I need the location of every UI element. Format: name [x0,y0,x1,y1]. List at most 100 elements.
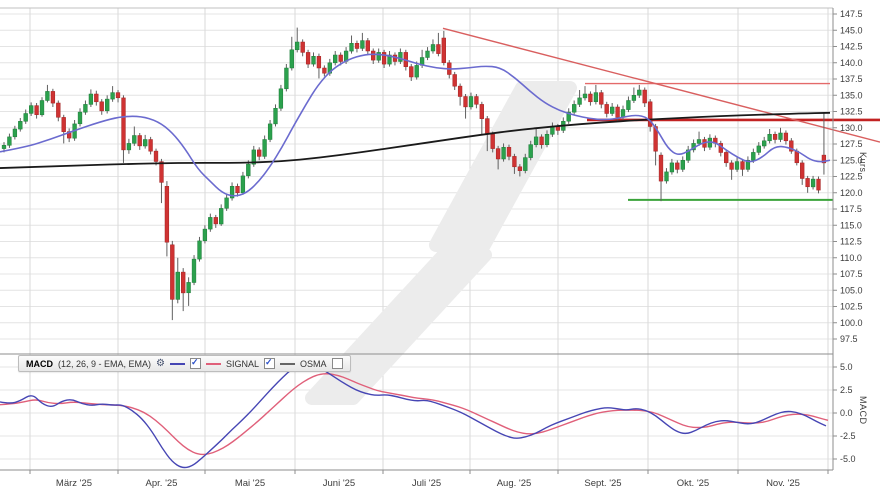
candle-up [778,132,783,140]
price-tick-label: 140.0 [840,58,863,68]
candle-down [642,89,647,104]
candle-up [39,100,45,116]
price-tick-label: 117.5 [840,204,862,214]
candle-up [29,105,34,114]
candle-down [517,166,523,171]
candle-up [528,144,533,158]
candle-up [23,113,28,122]
candle-up [550,126,555,135]
legend-label-osma: OSMA [300,358,327,369]
candle-up [202,228,208,242]
macd-axis-title: MACD [858,396,868,425]
candle-up [544,134,550,145]
candle-down [436,44,441,54]
price-tick-label: 135.0 [840,90,863,100]
candle-up [83,104,88,113]
candle-up [186,282,191,294]
candle-up [414,65,419,78]
month-label: Juni '25 [323,478,355,489]
candle-down [648,101,653,127]
candle-up [12,128,18,138]
price-tick-label: 112.5 [840,237,862,247]
candle-up [267,123,273,140]
macd-line [0,362,827,469]
candle-down [485,118,490,135]
candle-up [566,111,571,122]
candle-up [664,171,669,182]
candle-up [376,52,381,61]
candle-up [45,91,50,101]
candle-up [295,41,300,51]
candle-down [506,147,512,157]
candle-up [398,52,403,62]
candle-down [658,154,664,182]
candle-down [94,93,99,103]
candle-down [539,136,544,145]
descending-trendline[interactable] [442,27,880,143]
candle-up [251,149,256,165]
candle-up [284,67,289,90]
price-tick-label: 105.0 [840,285,863,295]
candle-up [175,271,180,300]
signal-checkbox[interactable] [264,357,276,369]
candle-down [257,149,262,157]
month-label: Apr. '25 [146,478,178,489]
macd-tick-label: 0.0 [840,408,853,418]
candle-down [213,217,218,225]
candle-down [338,54,343,62]
candle-up [191,258,197,283]
candle-up [631,95,637,101]
candle-up [572,104,577,113]
candle-up [501,147,506,160]
candle-up [751,152,756,161]
candle-down [148,139,153,152]
osma-checkbox[interactable] [331,358,343,369]
price-tick-label: 130.0 [840,123,863,133]
candle-up [1,145,7,149]
signal-swatch [206,362,221,365]
candle-up [696,139,702,144]
candle-up [430,44,436,52]
candle-down [322,67,327,74]
candle-down [50,91,56,104]
price-tick-label: 125.0 [840,155,863,165]
price-tick-label: 132.5 [840,107,863,117]
candle-down [675,162,680,170]
signal-line [0,373,829,456]
candle-down [800,162,805,179]
candle-up [762,140,767,147]
gear-icon[interactable]: ⚙ [156,357,165,369]
candle-down [409,66,414,78]
candle-down [137,135,142,147]
candle-down [441,37,446,63]
macd-legend-bar: MACD (12, 26, 9 - EMA, EMA) ⚙ SIGNAL OSMA [18,355,351,372]
candle-up [18,121,23,130]
candle-up [669,162,675,173]
candle-down [56,102,61,118]
macd-checkbox[interactable] [190,357,201,369]
candle-up [582,93,588,99]
macd-plot-area[interactable] [0,354,833,470]
price-axis-title: Kurs [858,152,868,173]
macd-legend-params: (12, 26, 9 - EMA, EMA) [58,358,152,369]
candle-down [512,156,517,168]
candle-down [729,162,734,170]
candle-down [599,92,604,105]
candle-up [468,96,474,108]
candle-down [794,150,799,164]
macd-legend-series: SIGNAL OSMA [170,357,343,369]
candle-down [99,101,104,112]
candle-bodies [1,37,827,300]
month-label: Okt. '25 [677,478,709,489]
candle-up [77,111,83,125]
candle-up [533,136,539,145]
candle-down [463,96,468,108]
price-tick-label: 137.5 [840,74,863,84]
candle-down [164,186,170,243]
candle-down [816,178,821,191]
candle-down [615,106,620,118]
candle-down [115,92,121,99]
candle-up [360,40,365,49]
